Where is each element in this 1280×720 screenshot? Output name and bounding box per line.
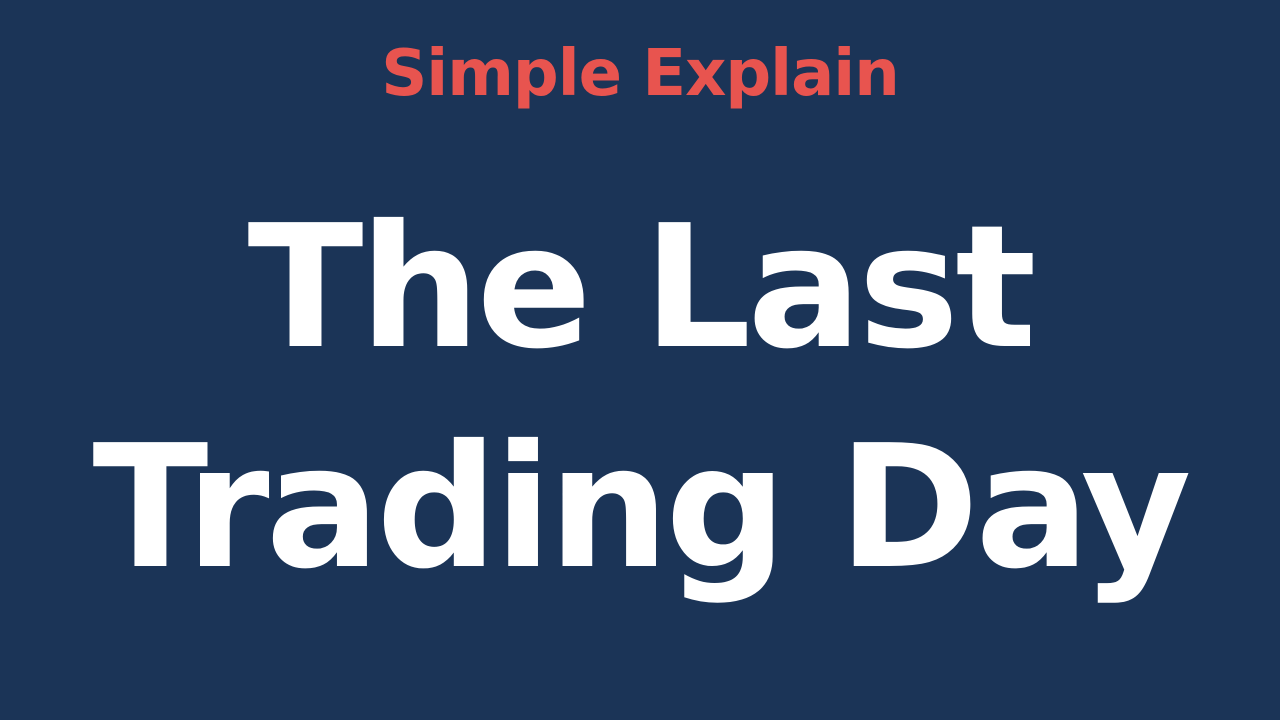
headline-line-2: Trading Day xyxy=(0,408,1280,608)
headline-line-1: The Last xyxy=(0,188,1280,388)
brand-title: Simple Explain xyxy=(0,32,1280,116)
